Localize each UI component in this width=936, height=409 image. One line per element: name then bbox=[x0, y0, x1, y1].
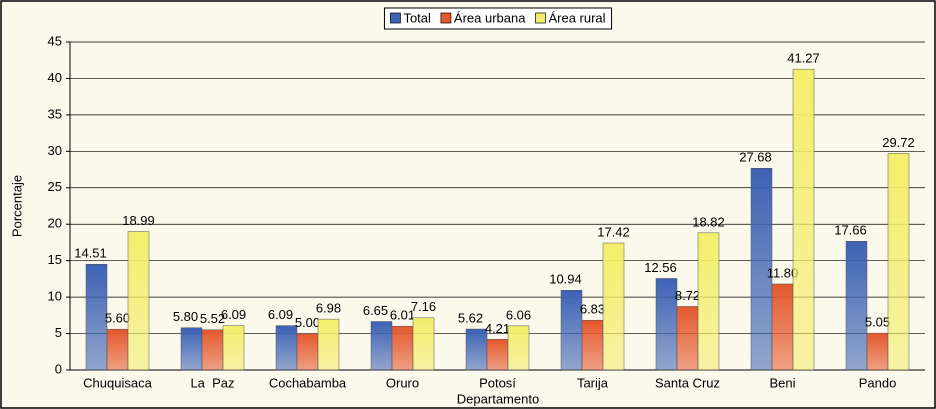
x-axis-label: Departamento bbox=[457, 391, 539, 406]
bar bbox=[887, 153, 910, 371]
bar bbox=[845, 241, 868, 371]
value-label: 18.82 bbox=[692, 214, 725, 229]
value-label: 6.65 bbox=[363, 303, 388, 318]
x-tick-label: Beni bbox=[769, 375, 795, 390]
value-label: 5.00 bbox=[295, 315, 320, 330]
y-tick-label: 5 bbox=[55, 325, 62, 340]
bar bbox=[465, 328, 488, 371]
bar bbox=[317, 318, 340, 371]
y-tick-label: 35 bbox=[48, 106, 62, 121]
bar bbox=[676, 306, 699, 371]
bar bbox=[370, 321, 393, 371]
value-label: 12.56 bbox=[644, 260, 677, 275]
bar bbox=[127, 231, 150, 371]
value-label: 6.01 bbox=[390, 308, 415, 323]
x-tick-label: Santa Cruz bbox=[655, 375, 720, 390]
bar bbox=[655, 278, 678, 371]
value-label: 5.80 bbox=[173, 309, 198, 324]
legend-label: Área rural bbox=[548, 10, 605, 25]
bar bbox=[106, 328, 129, 371]
bar bbox=[507, 325, 530, 371]
bar bbox=[275, 325, 298, 371]
value-label: 18.99 bbox=[122, 213, 155, 228]
value-label: 27.68 bbox=[739, 150, 772, 165]
value-label: 6.98 bbox=[316, 301, 341, 316]
legend: Total Área urbana Área rural bbox=[383, 7, 613, 30]
legend-swatch bbox=[390, 12, 401, 24]
y-tick-label: 30 bbox=[48, 143, 62, 158]
y-tick-label: 10 bbox=[48, 289, 62, 304]
bar bbox=[486, 339, 509, 371]
value-label: 6.06 bbox=[506, 307, 531, 322]
x-tick-label: Tarija bbox=[577, 375, 609, 390]
legend-swatch bbox=[440, 12, 452, 24]
y-tick-label: 25 bbox=[48, 179, 62, 194]
x-tick-label: Chuquisaca bbox=[83, 375, 152, 390]
bar bbox=[771, 283, 794, 371]
y-tick-label: 45 bbox=[48, 33, 62, 48]
value-label: 6.09 bbox=[268, 307, 293, 322]
bar bbox=[201, 329, 224, 371]
value-label: 5.52 bbox=[200, 311, 225, 326]
bar bbox=[560, 290, 583, 371]
bar bbox=[296, 333, 319, 371]
value-label: 5.62 bbox=[458, 310, 483, 325]
value-label: 4.21 bbox=[485, 321, 510, 336]
legend-swatch bbox=[535, 12, 546, 24]
value-label: 10.94 bbox=[549, 272, 582, 287]
value-label: 8.72 bbox=[675, 288, 700, 303]
value-label: 7.16 bbox=[411, 299, 436, 314]
x-tick-label: Pando bbox=[859, 375, 897, 390]
x-tick-label: Oruro bbox=[386, 375, 419, 390]
bar bbox=[412, 317, 435, 371]
legend-label: Área urbana bbox=[454, 10, 526, 25]
value-label: 5.60 bbox=[105, 311, 130, 326]
bar bbox=[180, 327, 203, 371]
value-label: 14.51 bbox=[74, 246, 107, 261]
value-label: 17.66 bbox=[834, 223, 867, 238]
legend-label: Total bbox=[403, 10, 431, 25]
value-label: 41.27 bbox=[787, 51, 820, 66]
bar bbox=[222, 325, 245, 371]
value-label: 11.80 bbox=[767, 265, 799, 280]
bar bbox=[602, 242, 625, 371]
y-tick-label: 15 bbox=[48, 252, 62, 267]
bar bbox=[792, 68, 815, 371]
bar bbox=[697, 232, 720, 371]
bar bbox=[750, 167, 773, 371]
bar bbox=[85, 263, 108, 371]
bar bbox=[391, 325, 414, 371]
bar bbox=[581, 319, 604, 371]
value-label: 6.09 bbox=[221, 307, 246, 322]
value-label: 29.72 bbox=[882, 135, 915, 150]
y-axis-label: Porcentaje bbox=[9, 175, 24, 237]
bar bbox=[866, 332, 889, 371]
y-tick-label: 0 bbox=[55, 361, 62, 376]
value-label: 6.83 bbox=[580, 302, 605, 317]
x-tick-label: Potosí bbox=[479, 375, 516, 390]
value-label: 5.05 bbox=[865, 315, 890, 330]
x-tick-label: Cochabamba bbox=[269, 375, 347, 390]
y-tick-label: 40 bbox=[48, 70, 62, 85]
value-label: 17.42 bbox=[597, 224, 630, 239]
y-tick-label: 20 bbox=[48, 216, 62, 231]
x-tick-label: La Paz bbox=[190, 375, 234, 390]
